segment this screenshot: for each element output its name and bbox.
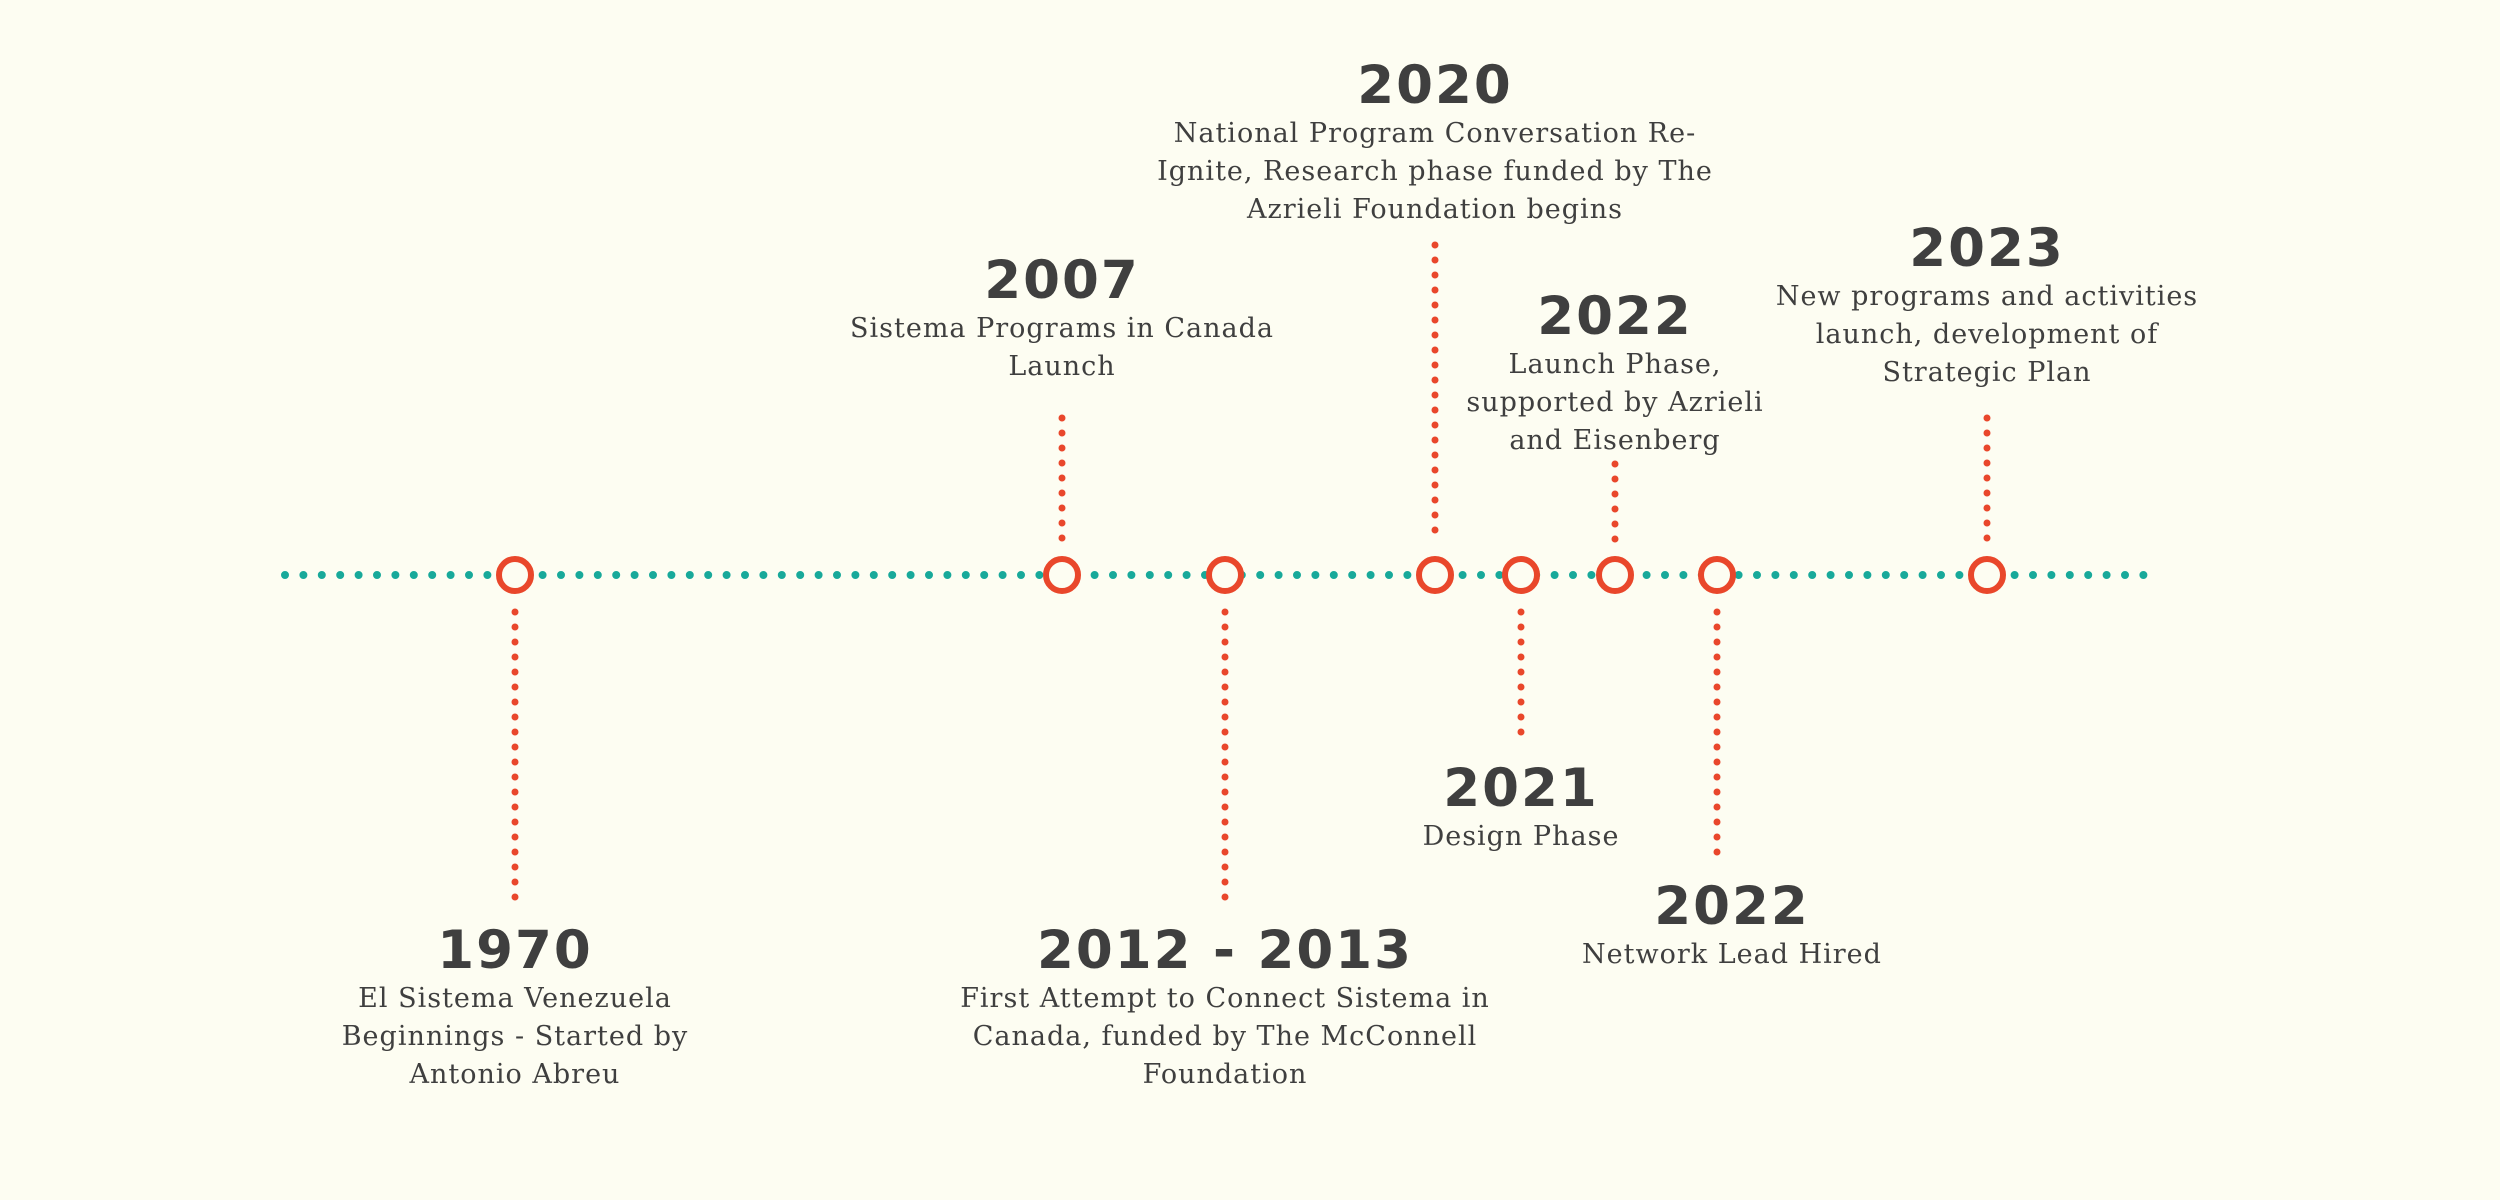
event-year: 2022	[1537, 286, 1693, 347]
event-description: Design Phase	[1422, 821, 1620, 853]
event-year: 2012 - 2013	[1037, 920, 1413, 981]
event-2012-2013-label: 2012 - 2013 First Attempt to Connect Sis…	[925, 920, 1525, 1094]
event-year: 1970	[437, 920, 593, 981]
event-description: Network Lead Hired	[1582, 939, 1882, 971]
event-marker-2022-network	[1698, 556, 1736, 594]
event-2022-launch-label: 2022 Launch Phase, supported by Azrieli …	[1445, 286, 1785, 460]
event-1970-label: 1970 El Sistema Venezuela Beginnings - S…	[295, 920, 735, 1094]
event-description: Launch Phase, supported by Azrieli and E…	[1466, 349, 1764, 457]
event-year: 2022	[1654, 876, 1810, 937]
event-2023-label: 2023 New programs and activities launch,…	[1757, 218, 2217, 392]
event-marker-2023	[1968, 556, 2006, 594]
event-2022-network-label: 2022 Network Lead Hired	[1552, 876, 1912, 974]
event-year: 2020	[1357, 55, 1513, 116]
event-description: First Attempt to Connect Sistema in Cana…	[960, 983, 1490, 1091]
event-description: New programs and activities launch, deve…	[1775, 281, 2199, 389]
event-description: National Program Conversation Re- Ignite…	[1157, 118, 1713, 226]
event-marker-1970	[496, 556, 534, 594]
event-2020-label: 2020 National Program Conversation Re- I…	[1125, 55, 1745, 229]
event-marker-2021	[1502, 556, 1540, 594]
event-year: 2021	[1443, 758, 1599, 819]
event-year: 2007	[984, 250, 1140, 311]
event-marker-2020	[1416, 556, 1454, 594]
event-marker-2007	[1043, 556, 1081, 594]
event-description: Sistema Programs in Canada Launch	[850, 313, 1274, 383]
event-2021-label: 2021 Design Phase	[1361, 758, 1681, 856]
event-marker-2012-2013	[1206, 556, 1244, 594]
event-year: 2023	[1909, 218, 2065, 279]
event-2007-label: 2007 Sistema Programs in Canada Launch	[822, 250, 1302, 386]
event-description: El Sistema Venezuela Beginnings - Starte…	[341, 983, 689, 1091]
event-marker-2022-launch	[1596, 556, 1634, 594]
